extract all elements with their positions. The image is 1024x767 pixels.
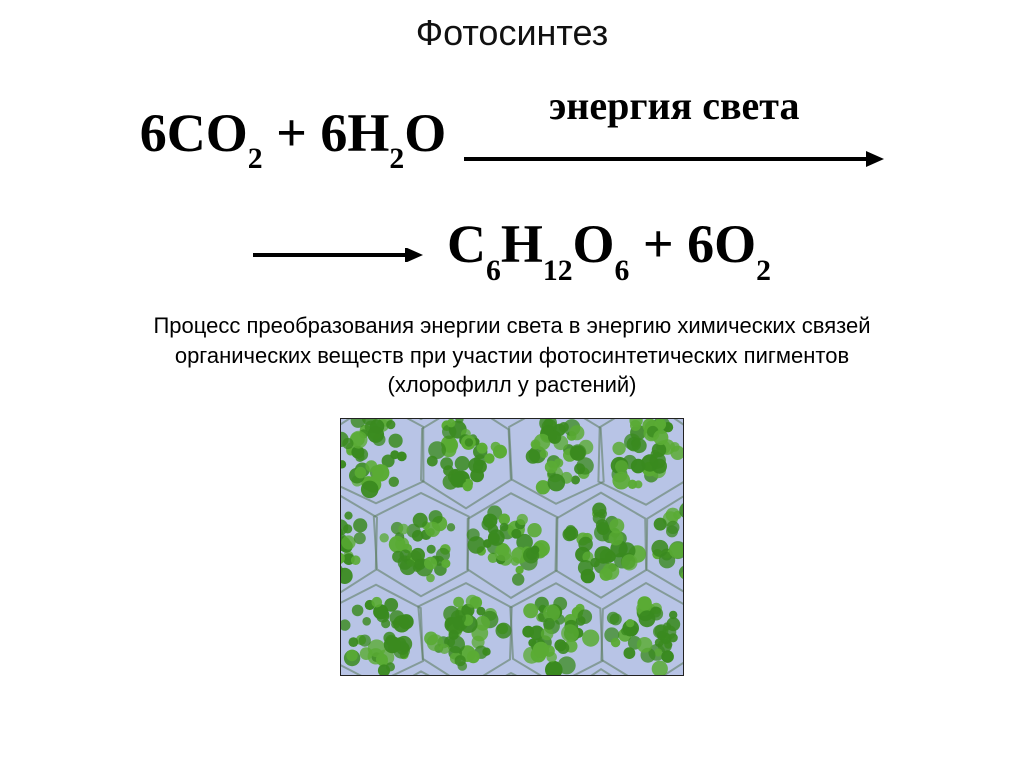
reaction-arrow-1-wrap: энергия света: [464, 82, 884, 183]
equation-row-2: C6H12O6 + 6O2: [0, 213, 1024, 275]
description: Процесс преобразования энергии света в э…: [0, 311, 1024, 400]
equation-row-1: 6CO2 + 6H2O энергия света: [0, 82, 1024, 183]
slide-title: Фотосинтез: [0, 0, 1024, 54]
reaction-arrow-2: [253, 213, 423, 275]
products: C6H12O6 + 6O2: [447, 213, 771, 275]
reactants: 6CO2 + 6H2O: [140, 102, 446, 164]
image-wrap: [0, 418, 1024, 676]
reaction-arrow-1: [464, 121, 884, 183]
chloroplast-image: [340, 418, 684, 676]
slide: Фотосинтез 6CO2 + 6H2O энергия света C6H…: [0, 0, 1024, 767]
